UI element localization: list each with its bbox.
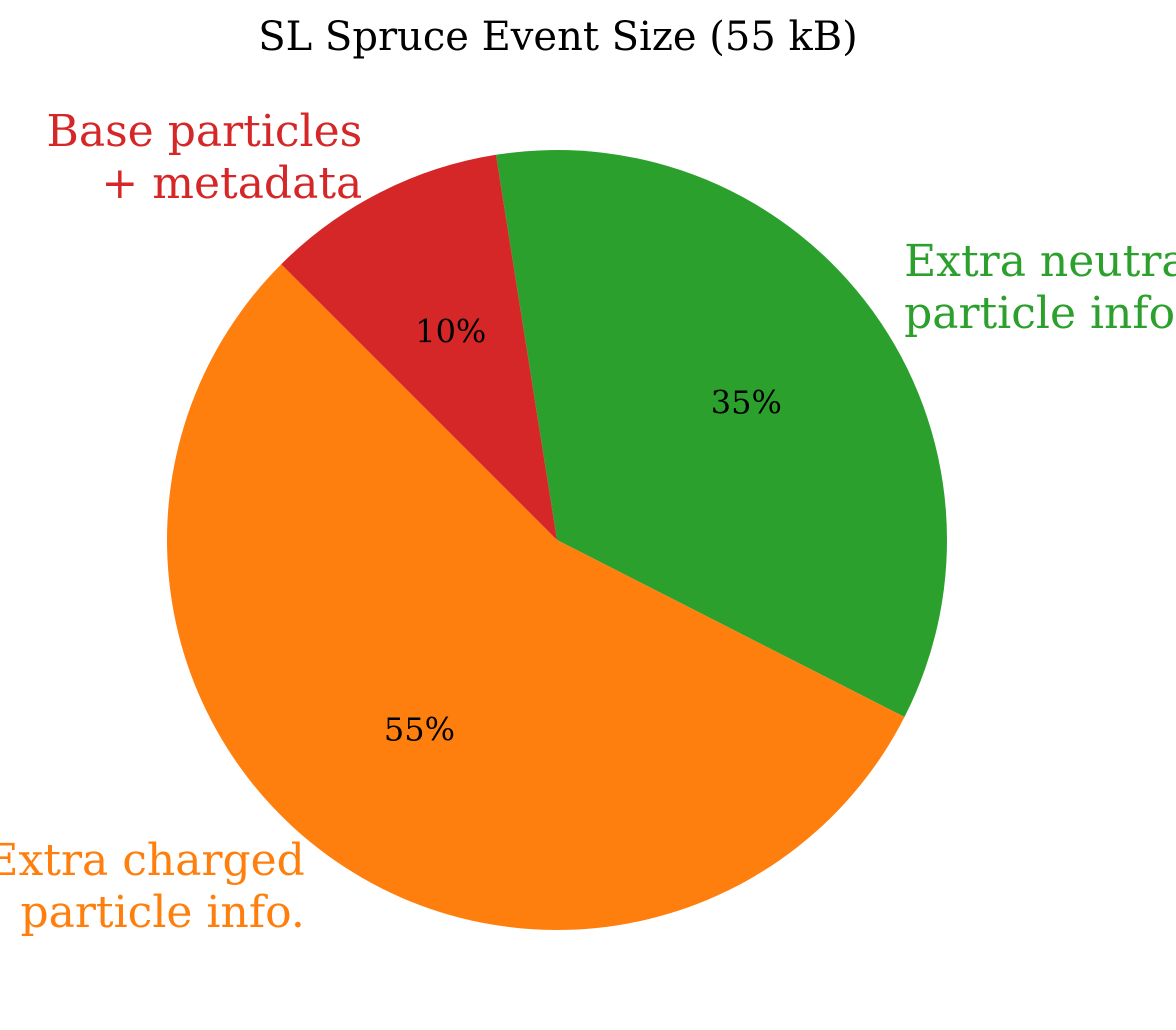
slice-percent-label: 35%	[711, 383, 782, 421]
slice-category-label-line: Extra charged	[0, 835, 305, 886]
slice-category-label: Base particles + metadata	[47, 106, 363, 209]
pie-slice	[281, 154, 557, 540]
slice-percent-label: 55%	[384, 710, 455, 748]
pie-slice	[167, 264, 905, 930]
slice-category-label-line: Extra neutral	[904, 236, 1176, 287]
slice-category-label-line: particle info.	[904, 288, 1176, 339]
pie-labels: 35%Extra neutral particle info.55%Extra c…	[0, 106, 1176, 938]
pie-slices	[167, 150, 948, 930]
slice-category-label: Extra neutral particle info.	[904, 236, 1176, 339]
pie-slice	[495, 150, 948, 718]
chart-title: SL Spruce Event Size (55 kB)	[258, 14, 858, 60]
slice-category-label-line: particle info.	[21, 887, 305, 938]
slice-category-label-line: + metadata	[101, 158, 362, 209]
slice-category-label-line: Base particles	[47, 106, 363, 157]
slice-category-label: Extra charged particle info.	[0, 835, 305, 938]
slice-percent-label: 10%	[415, 313, 486, 351]
